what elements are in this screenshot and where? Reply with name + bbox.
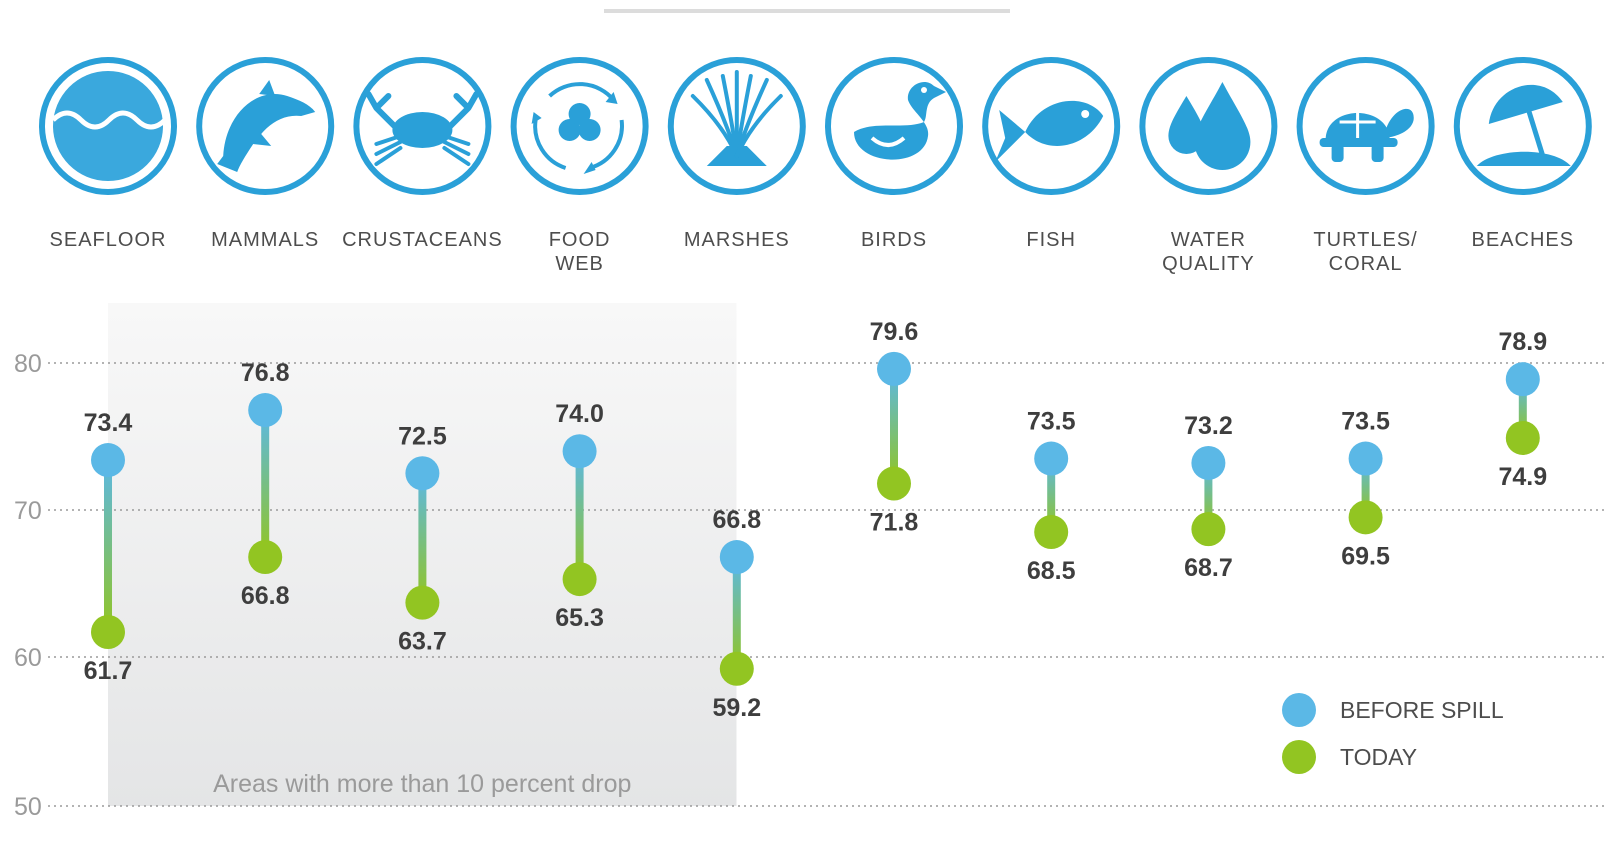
before-spill-value-label: 78.9 [1498,328,1547,356]
today-point [405,585,440,620]
today-value-label: 61.7 [84,657,133,685]
today-value-label: 68.7 [1184,554,1233,582]
today-point [562,562,597,597]
legend-label: BEFORE SPILL [1340,697,1504,723]
y-tick-label: 70 [14,497,42,525]
highlight-region-label: Areas with more than 10 percent drop [213,770,631,798]
today-point [91,615,125,650]
before-spill-value-label: 66.8 [712,506,761,534]
legend-label: TODAY [1340,744,1417,770]
before-spill-value-label: 79.6 [870,318,919,346]
before-spill-point [1034,441,1069,476]
waves-icon [39,57,177,195]
before-spill-point [562,434,597,469]
legend-marker [1282,693,1316,727]
dumbbell-stem [261,410,270,558]
category-label: WATER QUALITY [1162,229,1255,275]
dumbbell-stem [1047,458,1056,533]
y-tick-label: 60 [14,644,42,672]
before-spill-value-label: 73.5 [1027,408,1076,436]
dumbbell-stem [732,557,741,669]
before-spill-point [1348,441,1383,476]
dumbbell-stem [1204,462,1213,530]
before-spill-value-label: 73.5 [1341,408,1390,436]
today-value-label: 66.8 [241,582,290,610]
today-value-label: 68.5 [1027,557,1076,585]
today-point [1034,515,1069,550]
before-spill-point [719,540,754,575]
today-point [719,651,754,686]
category-label: MARSHES [684,229,790,251]
crab-icon [353,57,492,195]
today-value-label: 59.2 [712,694,761,722]
y-tick-label: 80 [14,350,42,378]
before-spill-point [91,443,125,478]
dumbbell-stem [418,473,427,603]
dumbbell-stem [1361,458,1370,518]
category-label: BIRDS [861,229,927,251]
before-spill-value-label: 72.5 [398,422,447,450]
category-label: TURTLES/CORAL [1313,229,1417,275]
top-divider-bar [604,9,1010,13]
category-label: SEAFLOOR [50,229,167,251]
today-value-label: 63.7 [398,628,447,656]
fish-icon [982,57,1121,195]
water-drops-icon [1139,57,1278,195]
y-tick-label: 50 [14,793,42,821]
dumbbell-stem [575,451,584,580]
today-value-label: 74.9 [1498,463,1547,491]
before-spill-value-label: 76.8 [241,359,290,387]
category-label: MAMMALS [211,229,319,251]
category-label: FISH [1026,229,1076,251]
duck-icon [825,57,963,195]
category-label: FOOD WEB [549,229,611,275]
today-point [1348,500,1383,535]
today-point [248,540,283,575]
dolphin-icon [196,57,335,195]
before-spill-point [248,393,283,428]
before-spill-point [1191,445,1226,480]
today-point [1505,420,1540,455]
before-spill-point [1505,362,1540,397]
today-value-label: 71.8 [870,509,919,537]
today-point [877,466,911,501]
today-value-label: 65.3 [555,604,604,632]
before-spill-value-label: 73.4 [84,409,133,437]
category-label: BEACHES [1472,229,1575,251]
dumbbell-stem [1518,379,1527,438]
today-value-label: 69.5 [1341,542,1390,570]
before-spill-value-label: 74.0 [555,400,604,428]
legend-marker [1282,740,1316,774]
dumbbell-stem [890,368,898,484]
before-spill-value-label: 73.2 [1184,412,1233,440]
before-spill-point [405,456,440,491]
marsh-grass-icon [667,57,806,195]
category-label: CRUSTACEANS [342,229,503,251]
turtle-icon [1296,57,1435,195]
dumbbell-stem [104,460,112,633]
food-web-cycle-icon [510,57,649,195]
before-spill-point [877,351,911,386]
beach-umbrella-icon [1453,57,1592,195]
today-point [1191,512,1226,547]
